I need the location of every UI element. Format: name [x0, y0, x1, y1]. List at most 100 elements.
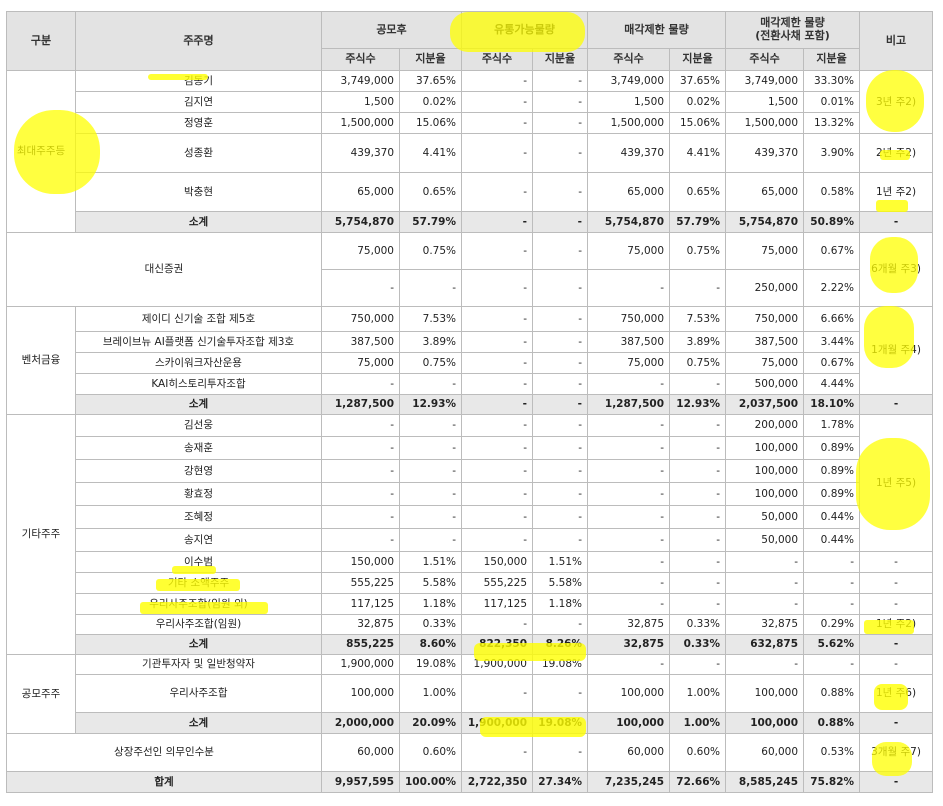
note-cell: -	[859, 551, 934, 573]
cell: -	[669, 593, 727, 615]
cell: -	[587, 436, 671, 460]
cell: -	[399, 373, 462, 395]
holder-name: 우리사주조합	[75, 674, 322, 713]
cell: -	[587, 551, 671, 573]
cell: 20.09%	[399, 712, 462, 734]
table-row: 정영훈 1,500,000 15.06% -- 1,500,000 15.06% 1…	[7, 112, 933, 134]
cell: 0.65%	[399, 172, 462, 212]
header-ratio: 지분율	[803, 48, 861, 71]
subtotal-row: 소계 5,754,870 57.79% -- 5,754,870 57.79% 5,…	[7, 211, 934, 233]
header-note: 비고	[859, 11, 934, 71]
cell: 387,500	[587, 331, 671, 353]
cell: 3.89%	[669, 331, 727, 353]
cell: 1,500	[587, 91, 671, 113]
cell: 117,125	[321, 593, 400, 615]
cell: 0.44%	[803, 505, 861, 529]
cell: -	[669, 373, 727, 395]
note-cell: 1년 주2)	[859, 614, 934, 635]
cell: -	[725, 654, 805, 675]
cell: 439,370	[587, 133, 671, 173]
cell: 6.66%	[803, 306, 861, 332]
cell: 5.58%	[531, 572, 589, 594]
cell: 2,722,350	[461, 771, 533, 793]
cell: 0.02%	[399, 91, 462, 113]
cell: -	[531, 352, 589, 374]
cell: -	[587, 459, 671, 483]
cell: -	[803, 654, 861, 675]
table-row: 우리사주조합(임원 외) 117,125 1.18% 117,125 1.18% -…	[7, 593, 934, 615]
holder-name: KAI히스토리투자조합	[75, 373, 322, 395]
cell: 0.53%	[803, 733, 861, 772]
cell: -	[531, 172, 589, 212]
table-row: 이수범 150,000 1.51% 150,000 1.51% -- -- -	[7, 551, 934, 573]
cell: 5,754,870	[587, 211, 671, 233]
table-row: 벤처금융 제이디 신기술 조합 제5호 750,000 7.53% -- 750,…	[6, 306, 934, 415]
cell: 37.65%	[399, 70, 462, 92]
cell: 15.06%	[669, 112, 727, 134]
note-cell: -	[859, 593, 934, 615]
cell: -	[399, 414, 462, 437]
cell: 1.00%	[399, 674, 462, 713]
cell: 1.51%	[399, 551, 462, 573]
cell: -	[669, 482, 727, 506]
cell: -	[531, 459, 589, 483]
cell: 750,000	[725, 306, 805, 332]
cell: -	[669, 654, 727, 675]
cell: 100,000	[587, 674, 671, 713]
cell: -	[461, 352, 533, 374]
header-holder: 주주명	[75, 11, 322, 71]
cell: 32,875	[587, 634, 671, 655]
cell: -	[321, 505, 400, 529]
cell: -	[461, 436, 533, 460]
cell: 1.18%	[399, 593, 462, 615]
table-row: 조혜정 -- -- -- 50,000 0.44%	[7, 505, 933, 529]
subtotal-label: 소계	[75, 634, 322, 655]
cell: 387,500	[321, 331, 400, 353]
cell: 75,000	[725, 352, 805, 374]
cell: 12.93%	[399, 394, 462, 415]
cell: 100,000	[725, 482, 805, 506]
category-cell: 공모주주	[6, 654, 76, 734]
cell: 9,957,595	[321, 771, 400, 793]
cell: -	[531, 373, 589, 395]
cell: 0.75%	[399, 232, 462, 270]
cell: 0.75%	[399, 352, 462, 374]
cell: 2,000,000	[321, 712, 400, 734]
cell: 32,875	[587, 614, 671, 635]
cell: -	[587, 269, 671, 307]
cell: 33.30%	[803, 70, 861, 92]
cell: -	[321, 414, 400, 437]
cell: -	[587, 482, 671, 506]
holder-name: 조혜정	[75, 505, 322, 529]
note-cell: -	[859, 712, 934, 734]
category-cell: 기타주주	[6, 414, 76, 655]
cell: 32,875	[725, 614, 805, 635]
subtotal-row: 소계 855,225 8.60% 822,350 8.26% 32,875 0.33%…	[7, 634, 934, 655]
note-cell: -	[859, 211, 934, 233]
cell: -	[461, 70, 533, 92]
header-shares: 주식수	[461, 48, 533, 71]
header-after-ipo: 공모후	[321, 11, 462, 49]
cell: 1,900,000	[321, 654, 400, 675]
cell: 855,225	[321, 634, 400, 655]
cell: 117,125	[461, 593, 533, 615]
cell: 75,000	[587, 232, 671, 270]
cell: 750,000	[321, 306, 400, 332]
cell: 0.67%	[803, 352, 861, 374]
cell: -	[321, 436, 400, 460]
cell: 250,000	[725, 269, 805, 307]
cell: 1,287,500	[587, 394, 671, 415]
cell: -	[531, 70, 589, 92]
cell: 1,500,000	[321, 112, 400, 134]
cell: 12.93%	[669, 394, 727, 415]
cell: -	[669, 528, 727, 552]
holder-name: 제이디 신기술 조합 제5호	[75, 306, 322, 332]
cell: -	[669, 459, 727, 483]
header-ratio: 지분율	[531, 48, 589, 71]
cell: -	[669, 551, 727, 573]
cell: 60,000	[725, 733, 805, 772]
cell: -	[321, 373, 400, 395]
cell: 555,225	[461, 572, 533, 594]
note-cell: 6개월 주3)	[859, 232, 934, 307]
cell: -	[399, 459, 462, 483]
